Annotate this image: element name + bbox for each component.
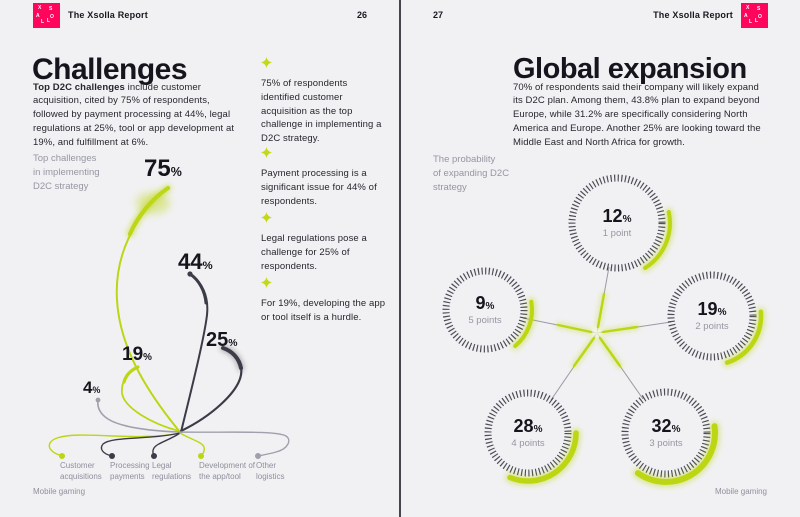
value: 12 [602,206,623,226]
intro-lead: Top D2C challenges [33,81,125,93]
footer-tag-left: Mobile gaming [33,487,86,496]
logo-letter: S [757,6,761,12]
value: 19 [697,299,718,319]
chart-caption-left: Top challenges in implementing D2C strat… [33,153,100,192]
report-brand: The Xsolla Report [653,10,733,20]
legend-dots [59,453,261,459]
key-point-text: For 19%, developing the app or tool itse… [261,298,386,323]
category-label: Customer acquisitions [60,461,102,481]
sparkle-icon [261,57,272,68]
value: 28 [513,416,534,436]
logo-letter: A [744,13,748,19]
tendril-curves [48,184,290,457]
report-brand: The Xsolla Report [68,10,148,20]
logo-letter: A [36,13,40,19]
unit: % [143,352,152,363]
key-point: 75% of respondents identified customer a… [261,57,387,146]
badge-points: 3 points [649,437,683,449]
probability-badge-3-points: 32% 3 points [621,417,711,449]
logo-letter: L [755,18,759,24]
key-point: For 19%, developing the app or tool itse… [261,277,387,325]
badge-value: 12% [572,207,662,226]
key-point-text: 75% of respondents identified customer a… [261,78,382,145]
unit: % [202,260,213,272]
value-label-other-logistics: 4% [83,378,100,398]
value-label-customer-acquisitions: 75% [144,155,182,183]
logo-letter: O [50,14,54,20]
page-number-left: 26 [356,10,367,20]
value: 44 [178,249,203,274]
logo-letter: X [38,5,42,11]
page-title-left: Challenges [32,53,188,87]
xsolla-logo: X S A O L L [741,3,768,28]
value: 19 [122,344,144,365]
intro-paragraph-right: 70% of respondents said their company wi… [513,81,761,149]
logo-letter: L [41,19,45,25]
category-label: Development of the app/tool [199,461,256,481]
badge-value: 32% [621,417,711,436]
badge-value: 28% [483,417,573,436]
value: 25 [206,329,229,351]
value: 9 [475,293,486,313]
unit: % [717,307,727,318]
page-title-right: Global expansion [513,53,747,86]
key-point: Payment processing is a significant issu… [261,147,387,208]
value-label-development: 19% [122,344,152,366]
unit: % [485,301,495,312]
category-label: Other logistics [256,461,285,481]
badge-value: 19% [667,300,757,319]
unit: % [671,424,681,435]
sparkle-icon [261,277,272,288]
value: 75 [144,155,171,182]
unit: % [622,214,632,225]
logo-letter: L [749,19,753,25]
probability-badge-4-points: 28% 4 points [483,417,573,449]
unit: % [170,165,182,179]
probability-badge-1-point: 12% 1 point [572,207,662,239]
badge-value: 9% [440,294,530,313]
xsolla-logo: X S A O L L [33,3,60,28]
badge-points: 5 points [468,314,502,326]
key-point: Legal regulations pose a challenge for 2… [261,212,387,273]
category-label: Legal regulations [152,461,192,481]
probability-badge-2-points: 19% 2 points [667,300,757,332]
sparkle-icon [261,147,272,158]
page-divider [399,0,401,517]
badge-points: 4 points [511,437,545,449]
value-label-legal-regulations: 25% [206,329,238,352]
value: 4 [83,378,93,397]
sparkle-icon [261,212,272,223]
key-point-text: Payment processing is a significant issu… [261,168,377,207]
intro-rest: include customer acquisition, cited by 7… [33,81,235,149]
value: 32 [651,416,672,436]
category-label: Processing payments [110,461,150,481]
chart-caption-right: The probability of expanding D2C strateg… [433,154,510,193]
hub-rays [555,291,640,369]
value-label-processing-payments: 44% [178,249,213,275]
progress-swooshes [505,208,766,487]
logo-letter: L [47,18,51,24]
unit: % [228,338,238,349]
unit: % [533,424,543,435]
dashed-rings [442,174,757,478]
footer-tag-right: Mobile gaming [714,487,767,496]
badge-points: 2 points [695,320,729,332]
page-number-right: 27 [433,10,444,20]
key-point-text: Legal regulations pose a challenge for 2… [261,233,367,272]
badge-points: 1 point [602,227,632,239]
probability-badge-5-points: 9% 5 points [440,294,530,326]
logo-letter: O [758,14,762,20]
logo-letter: X [746,5,750,11]
unit: % [92,385,101,395]
intro-paragraph-left: Top D2C challenges include customer acqu… [33,81,235,151]
logo-letter: S [49,6,53,12]
